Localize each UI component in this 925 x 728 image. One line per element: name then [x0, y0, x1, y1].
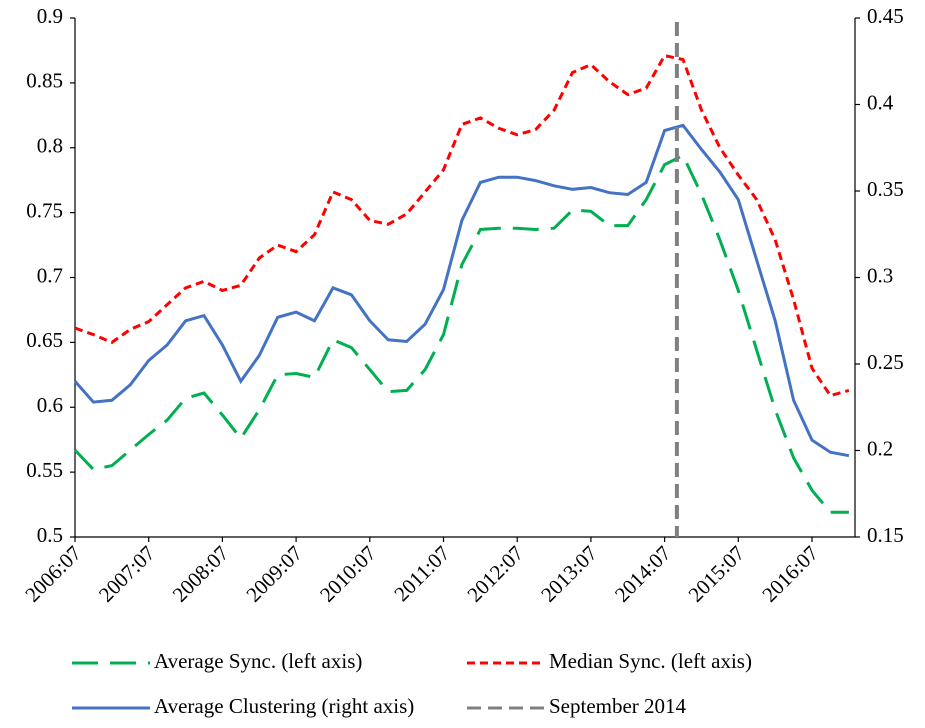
- y2-tick-label: 0.25: [867, 350, 904, 374]
- x-tick-label: 2013:07: [536, 541, 602, 607]
- y2-tick-label: 0.45: [867, 4, 904, 28]
- y-tick-label: 0.9: [37, 4, 63, 28]
- x-tick-label: 2008:07: [168, 541, 234, 607]
- legend-label: September 2014: [549, 694, 687, 718]
- y-tick-label: 0.65: [26, 328, 63, 352]
- y-tick-label: 0.6: [37, 393, 63, 417]
- y2-tick-label: 0.3: [867, 263, 893, 287]
- x-tick-label: 2015:07: [684, 541, 750, 607]
- y-tick-label: 0.7: [37, 263, 63, 287]
- legend-label: Average Clustering (right axis): [154, 694, 414, 718]
- y-tick-label: 0.8: [37, 134, 63, 158]
- series-line: [73, 153, 849, 514]
- y-tick-label: 0.5: [37, 523, 63, 547]
- legend-label: Average Sync. (left axis): [154, 649, 362, 673]
- x-tick-label: 2009:07: [241, 541, 307, 607]
- y2-tick-label: 0.4: [867, 90, 894, 114]
- x-tick-label: 2014:07: [610, 541, 676, 607]
- y-tick-label: 0.85: [26, 69, 63, 93]
- x-tick-label: 2012:07: [462, 541, 528, 607]
- x-tick-label: 2006:07: [20, 541, 86, 607]
- y-tick-label: 0.55: [26, 458, 63, 482]
- y-tick-label: 0.75: [26, 198, 63, 222]
- y2-tick-label: 0.15: [867, 523, 904, 547]
- series-line: [73, 123, 850, 458]
- x-tick-label: 2007:07: [94, 541, 160, 607]
- x-tick-label: 2011:07: [389, 541, 454, 606]
- y2-tick-label: 0.2: [867, 436, 893, 460]
- legend-label: Median Sync. (left axis): [549, 649, 752, 673]
- x-tick-label: 2016:07: [757, 541, 823, 607]
- x-tick-label: 2010:07: [315, 541, 381, 607]
- y2-tick-label: 0.35: [867, 177, 904, 201]
